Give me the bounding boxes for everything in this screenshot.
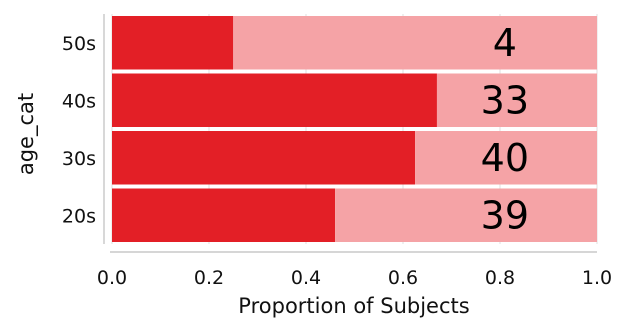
bar-segment-remainder [335,188,597,242]
bar-segment-remainder [436,73,597,127]
count-label: 40 [481,136,529,180]
y-tick-label: 40s [62,90,96,112]
count-label: 39 [481,193,529,237]
bar-segment-primary [112,73,437,127]
x-tick-label: 0.0 [97,267,127,289]
x-tick-label: 0.6 [388,267,418,289]
count-label: 4 [493,21,517,65]
bars [112,16,597,242]
x-tick-labels: 0.0 0.2 0.4 0.6 0.8 1.0 [97,267,612,289]
count-labels: 4 33 40 39 [481,21,529,238]
x-tick-label: 0.2 [194,267,224,289]
x-axis-title: Proportion of Subjects [238,294,469,318]
y-tick-labels: 50s 40s 30s 20s [62,33,96,228]
y-axis-title: age_cat [14,93,39,175]
y-tick-label: 50s [62,33,96,55]
count-label: 33 [481,78,529,122]
bar-segment-primary [112,16,234,70]
x-tick-label: 0.8 [485,267,515,289]
x-tick-label: 0.4 [291,267,321,289]
bar-segment-remainder [233,16,597,70]
bar-segment-primary [112,188,336,242]
x-tick-label: 1.0 [582,267,612,289]
bar-segment-remainder [415,131,597,185]
bar-segment-primary [112,131,416,185]
y-tick-label: 30s [62,148,96,170]
y-tick-label: 20s [62,205,96,227]
